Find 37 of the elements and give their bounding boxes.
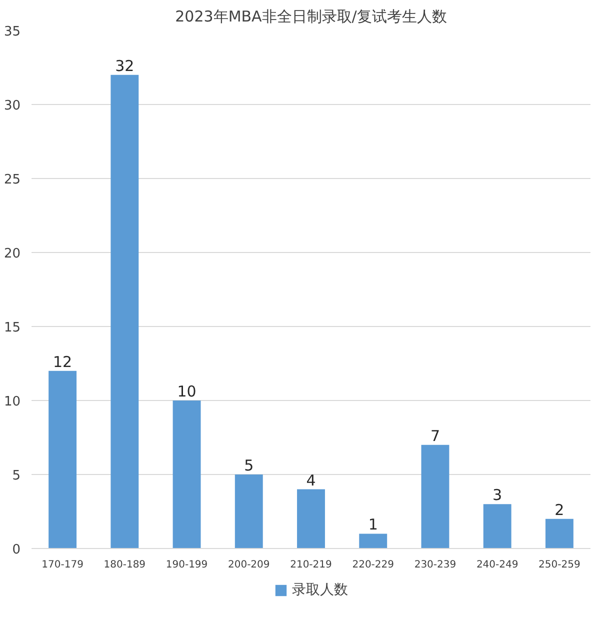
data-label: 10: [177, 382, 196, 400]
bar: [359, 534, 388, 548]
x-tick-label: 250-259: [538, 560, 580, 570]
bar: [234, 474, 263, 548]
legend-label: 录取人数: [292, 581, 348, 599]
y-tick-label: 5: [12, 468, 21, 484]
bar: [297, 489, 325, 548]
data-label: 7: [430, 426, 440, 445]
x-tick-label: 200-209: [228, 560, 270, 570]
bar: [545, 518, 574, 548]
y-tick-label: 30: [4, 98, 21, 114]
x-tick-label: 180-189: [104, 560, 146, 570]
bar: [48, 370, 77, 548]
y-tick-label: 10: [4, 394, 21, 410]
data-label: 3: [492, 486, 502, 504]
y-tick-label: 35: [4, 24, 21, 40]
data-label: 12: [53, 352, 72, 371]
data-label: 2: [554, 500, 564, 519]
x-tick-label: 230-239: [414, 560, 456, 570]
y-tick-label: 15: [4, 320, 21, 336]
bar: [421, 444, 450, 548]
x-tick-label: 170-179: [42, 560, 84, 570]
data-label: 1: [368, 516, 378, 534]
chart-title: 2023年MBA非全日制录取/复试考生人数: [175, 8, 447, 26]
y-tick-label: 20: [4, 246, 21, 262]
x-tick-label: 190-199: [166, 560, 208, 570]
y-tick-label: 25: [4, 172, 21, 188]
bar: [172, 400, 201, 548]
y-tick-label: 0: [12, 542, 21, 558]
x-tick-label: 210-219: [290, 560, 332, 570]
bar: [110, 74, 139, 548]
data-label: 32: [115, 56, 134, 75]
bar: [483, 504, 512, 548]
x-tick-label: 220-229: [352, 560, 394, 570]
data-label: 4: [306, 471, 316, 490]
data-label: 5: [244, 456, 254, 474]
x-tick-label: 240-249: [476, 560, 518, 570]
